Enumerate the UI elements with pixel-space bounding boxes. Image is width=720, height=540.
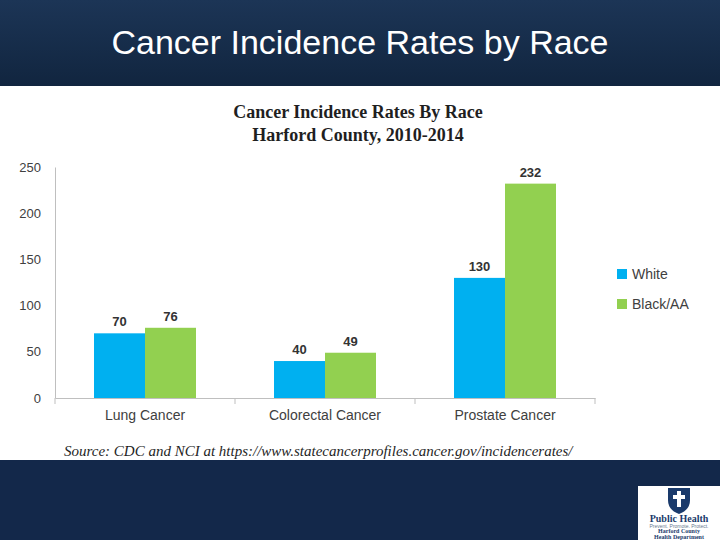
y-tick: 0 <box>34 391 55 406</box>
logo: Public HealthPrevent. Promote. Protect.H… <box>638 486 720 540</box>
bar <box>505 184 556 398</box>
y-axis-line <box>55 168 56 399</box>
data-label: 40 <box>292 342 306 357</box>
chart: Cancer Incidence Rates By Race Harford Co… <box>19 102 689 459</box>
bar <box>145 328 196 398</box>
category-separator <box>235 398 236 404</box>
x-tick-label: Lung Cancer <box>105 407 186 423</box>
y-tick-label: 50 <box>27 344 41 359</box>
category-separator <box>55 398 56 404</box>
legend-swatch <box>617 269 627 279</box>
source-note: Source: CDC and NCI at https://www.state… <box>64 443 574 459</box>
data-label: 130 <box>469 259 491 274</box>
data-label: 70 <box>112 314 126 329</box>
legend-label: Black/AA <box>632 296 689 312</box>
category-separator <box>595 398 596 404</box>
data-label: 76 <box>163 309 177 324</box>
y-tick-label: 200 <box>19 206 41 221</box>
header-band <box>0 0 720 86</box>
bar <box>454 278 505 398</box>
x-axis-line <box>56 398 596 399</box>
y-tick-label: 0 <box>34 391 41 406</box>
y-tick-label: 250 <box>19 160 41 175</box>
x-axis: Lung Cancer Colorectal Cancer Prostate Can… <box>56 399 596 423</box>
category-separator <box>415 398 416 404</box>
y-tick: 50 <box>27 344 55 359</box>
x-tick-label: Prostate Cancer <box>454 407 555 423</box>
y-tick: 250 <box>19 160 55 175</box>
logo-text: Health Department <box>654 534 704 540</box>
data-labels: 70 40 130 76 49 232 <box>112 165 541 357</box>
x-tick: Lung Cancer <box>105 407 186 423</box>
bar <box>325 353 376 398</box>
bars <box>94 184 556 398</box>
chart-title: Cancer Incidence Rates By Race <box>233 102 483 122</box>
data-label: 49 <box>343 334 357 349</box>
y-tick: 200 <box>19 206 55 221</box>
y-tick-label: 150 <box>19 252 41 267</box>
bar <box>274 361 325 398</box>
legend-label: White <box>632 266 668 282</box>
y-axis: 0 50 100 150 200 250 <box>19 160 55 406</box>
y-tick-label: 100 <box>19 298 41 313</box>
x-tick: Prostate Cancer <box>454 407 555 423</box>
logo-shield <box>668 488 690 514</box>
y-tick: 100 <box>19 298 55 313</box>
slide: Cancer Incidence Rates by Race Public Hea… <box>0 0 720 540</box>
data-label: 232 <box>520 165 542 180</box>
chart-subtitle: Harford County, 2010-2014 <box>252 125 464 145</box>
legend-swatch <box>617 299 627 309</box>
logo-cross <box>673 491 685 507</box>
logo-box <box>638 486 720 540</box>
x-tick: Colorectal Cancer <box>269 407 381 423</box>
legend: White Black/AA <box>617 266 689 312</box>
x-tick-label: Colorectal Cancer <box>269 407 381 423</box>
footer-band <box>0 460 720 540</box>
bar <box>94 333 145 398</box>
slide-title: Cancer Incidence Rates by Race <box>111 23 608 61</box>
y-tick: 150 <box>19 252 55 267</box>
